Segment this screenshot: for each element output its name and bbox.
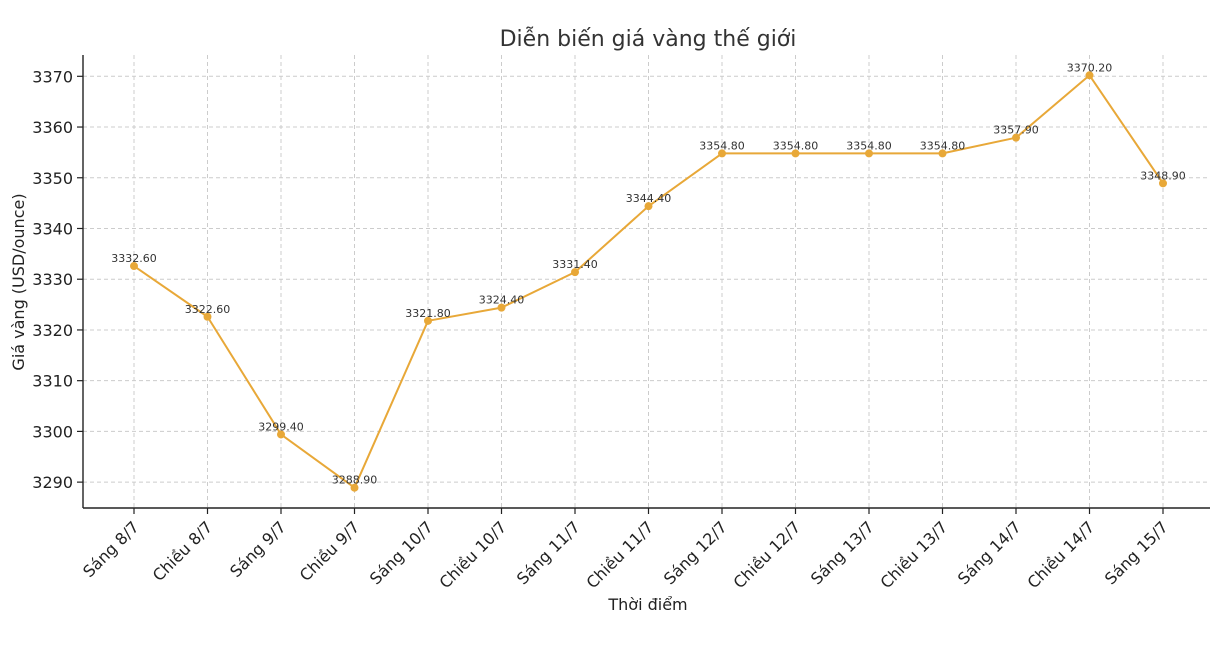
data-label: 3324.40 (479, 294, 525, 307)
data-label: 3370.20 (1067, 61, 1113, 74)
y-tick-label: 3350 (32, 169, 73, 188)
data-label: 3322.60 (185, 303, 231, 316)
data-point (1012, 133, 1020, 142)
data-label: 3299.40 (258, 420, 304, 433)
data-point (791, 149, 800, 158)
x-tick-label: Sáng 13/7 (807, 517, 878, 588)
y-tick-label: 3360 (32, 118, 73, 137)
data-point (424, 316, 432, 325)
data-label: 3344.40 (626, 192, 672, 205)
data-label: 3357.90 (993, 124, 1039, 137)
data-labels: 3332.60 3322.60 3299.40 3288.90 3321.80 3324.… (111, 61, 1186, 486)
x-tick-label: Chiều 10/7 (436, 517, 511, 592)
x-tick-label: Sáng 11/7 (513, 517, 584, 588)
data-label: 3331.40 (552, 258, 598, 271)
x-tick-label: Sáng 12/7 (660, 517, 731, 588)
data-point (497, 303, 506, 312)
x-tick-label: Chiều 8/7 (149, 517, 217, 585)
y-tick-label: 3310 (32, 372, 73, 391)
x-tick-label: Sáng 14/7 (954, 517, 1025, 588)
chart-title: Diễn biến giá vàng thế giới (500, 26, 797, 52)
y-tick-label: 3300 (32, 422, 73, 441)
grid-lines (83, 55, 1210, 508)
x-axis-label: Thời điểm (607, 595, 687, 614)
x-tick-label: Chiều 14/7 (1024, 517, 1099, 592)
y-axis-label: Giá vàng (USD/ounce) (9, 193, 28, 370)
data-point (350, 483, 359, 492)
data-label: 3288.90 (332, 474, 378, 487)
data-point (203, 312, 212, 321)
data-label: 3354.80 (699, 139, 745, 152)
data-label: 3354.80 (920, 139, 966, 152)
data-point (1085, 71, 1094, 80)
data-point (277, 430, 285, 439)
data-point (718, 149, 726, 158)
x-tick-label: Sáng 10/7 (366, 517, 437, 588)
y-tick-label: 3320 (32, 321, 73, 340)
y-tick-label: 3290 (32, 473, 73, 492)
series-layer (130, 71, 1167, 492)
x-tick-label: Chiều 9/7 (296, 517, 364, 585)
y-tick-label: 3340 (32, 219, 73, 238)
data-point (130, 262, 138, 271)
x-tick-label: Chiều 13/7 (877, 517, 952, 592)
x-tick-label: Sáng 8/7 (79, 517, 143, 581)
x-tick-label: Chiều 11/7 (583, 517, 658, 592)
y-tick-label: 3330 (32, 270, 73, 289)
data-label: 3354.80 (773, 139, 819, 152)
data-point (938, 149, 947, 158)
x-tick-label: Sáng 9/7 (226, 517, 290, 581)
data-point (571, 268, 579, 277)
x-tick-label: Sáng 15/7 (1101, 517, 1172, 588)
data-label: 3332.60 (111, 252, 157, 265)
y-tick-label: 3370 (32, 67, 73, 86)
data-label: 3321.80 (405, 307, 451, 320)
data-label: 3354.80 (846, 139, 892, 152)
data-point (644, 202, 653, 211)
x-tick-label: Chiều 12/7 (730, 517, 805, 592)
data-point (865, 149, 873, 158)
data-label: 3348.90 (1140, 169, 1186, 182)
data-point (1159, 179, 1167, 188)
